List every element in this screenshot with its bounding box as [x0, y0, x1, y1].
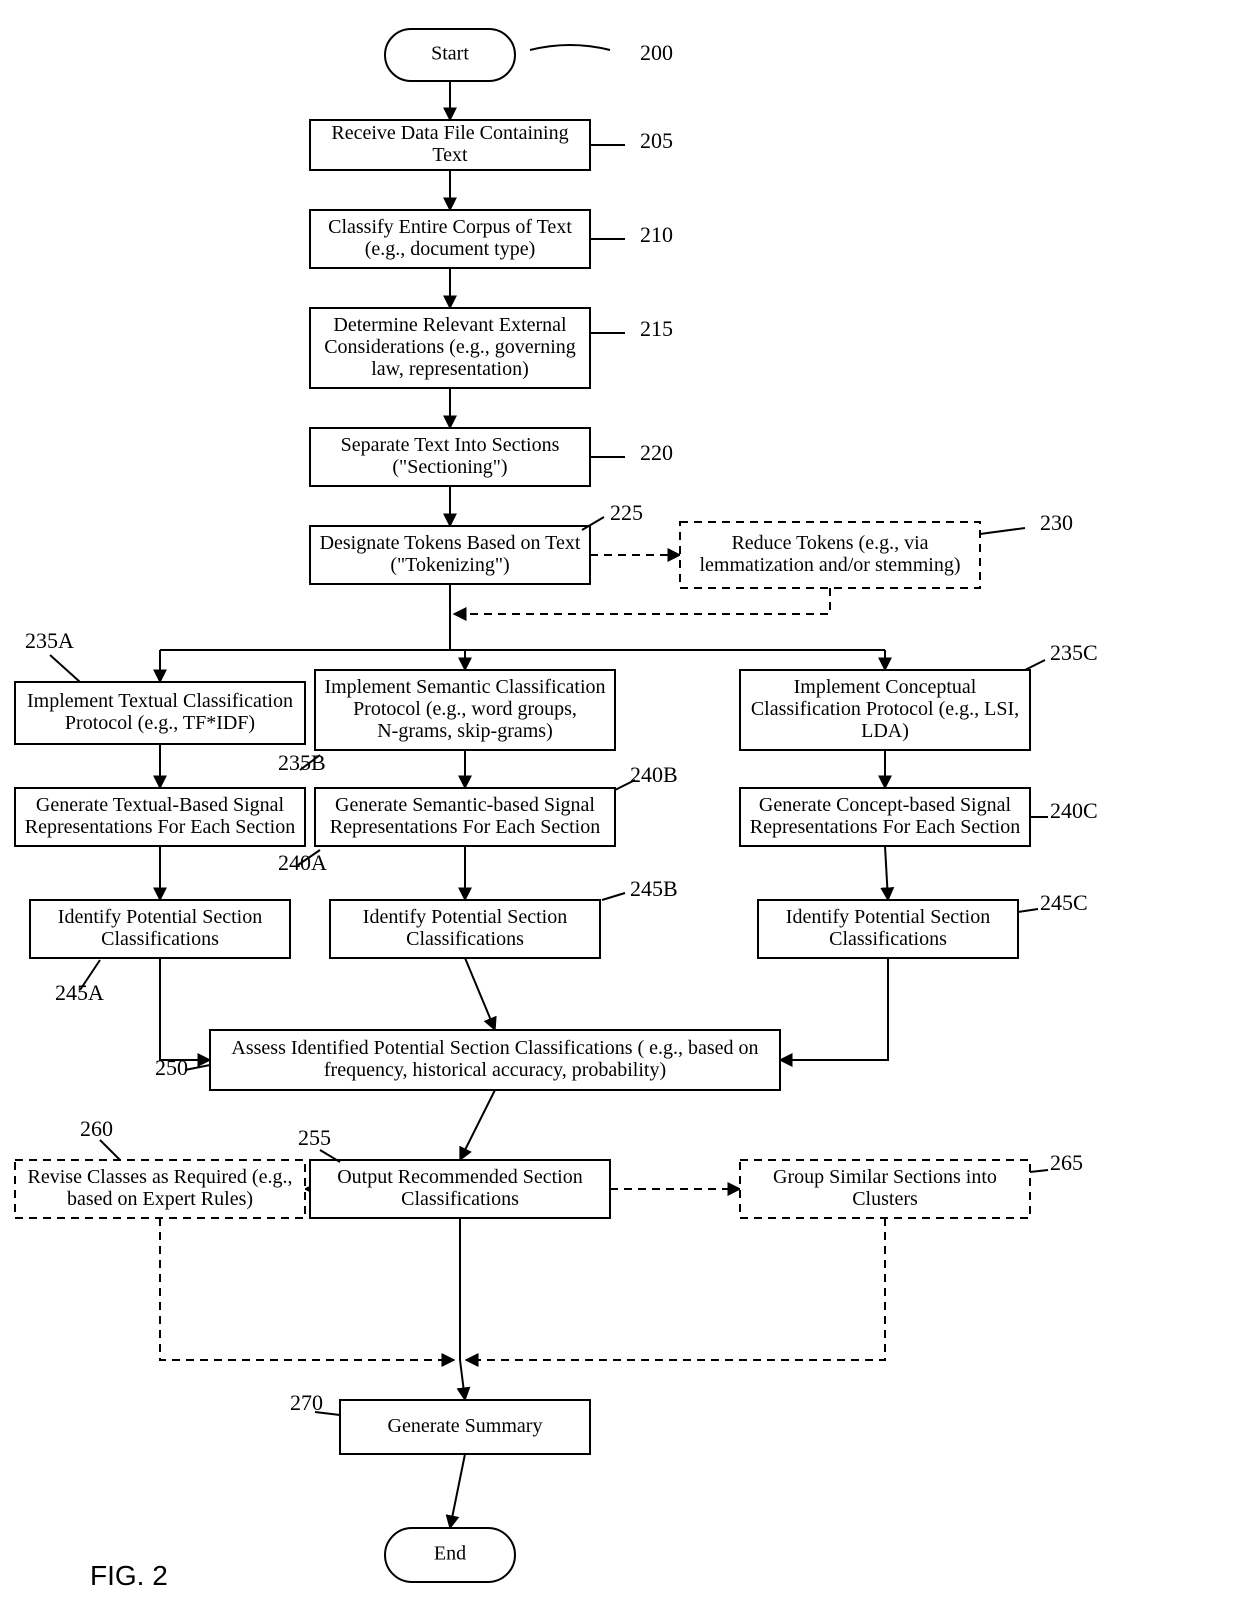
node-n235A-label: Implement Textual ClassificationProtocol… — [27, 690, 293, 734]
edge-245C-250 — [780, 958, 888, 1060]
tick-r245B — [602, 893, 625, 900]
ref-r205: 205 — [640, 128, 673, 153]
tick-r230 — [980, 528, 1025, 534]
ref-r265: 265 — [1050, 1150, 1083, 1175]
ref-r215: 215 — [640, 316, 673, 341]
tick-r235C — [1025, 660, 1045, 670]
ref-r230: 230 — [1040, 510, 1073, 535]
edge-270-end — [450, 1454, 465, 1528]
ref-r270: 270 — [290, 1390, 323, 1415]
tick-r265 — [1030, 1170, 1048, 1172]
ref-r220: 220 — [640, 440, 673, 465]
ref-200: 200 — [640, 40, 673, 65]
ref-r240A: 240A — [278, 850, 327, 875]
terminal-end-label: End — [434, 1543, 466, 1565]
terminal-start-label: Start — [431, 43, 469, 65]
node-n240B-label: Generate Semantic-based SignalRepresenta… — [330, 794, 601, 838]
node-n260-label: Revise Classes as Required (e.g.,based o… — [28, 1166, 293, 1210]
tick-r245C — [1018, 909, 1038, 912]
edge-merge-270 — [460, 1360, 465, 1400]
ref-r245B: 245B — [630, 876, 678, 901]
ref-r245C: 245C — [1040, 890, 1088, 915]
ref-r235C: 235C — [1050, 640, 1098, 665]
ref-r210: 210 — [640, 222, 673, 247]
node-n270-label: Generate Summary — [388, 1415, 543, 1437]
ref-r240C: 240C — [1050, 798, 1098, 823]
ref-r245A: 245A — [55, 980, 104, 1005]
figure-label: FIG. 2 — [90, 1560, 168, 1591]
edge-245B-250 — [465, 958, 495, 1030]
node-n230-label: Reduce Tokens (e.g., vialemmatization an… — [699, 532, 960, 576]
node-n240A-label: Generate Textual-Based SignalRepresentat… — [25, 794, 296, 838]
ref-r250: 250 — [155, 1055, 188, 1080]
leader-200 — [530, 45, 610, 50]
tick-r225 — [582, 517, 604, 530]
edge-250-255 — [460, 1090, 495, 1160]
ref-r240B: 240B — [630, 762, 678, 787]
tick-r260 — [100, 1140, 120, 1160]
edge-265-merge — [466, 1218, 885, 1360]
ref-r255: 255 — [298, 1125, 331, 1150]
edge-230-return — [454, 588, 830, 614]
node-n240C-label: Generate Concept-based SignalRepresentat… — [750, 794, 1021, 838]
ref-r225: 225 — [610, 500, 643, 525]
edge-260-merge — [160, 1218, 454, 1360]
ref-r235B: 235B — [278, 750, 326, 775]
edge-245A-250 — [160, 958, 210, 1060]
tick-r250 — [185, 1065, 210, 1070]
edge-240C-245C — [885, 846, 888, 900]
ref-r260: 260 — [80, 1116, 113, 1141]
ref-r235A: 235A — [25, 628, 74, 653]
flowchart-canvas: StartEndReceive Data File ContainingText… — [0, 0, 1240, 1619]
tick-r235A — [50, 655, 80, 682]
